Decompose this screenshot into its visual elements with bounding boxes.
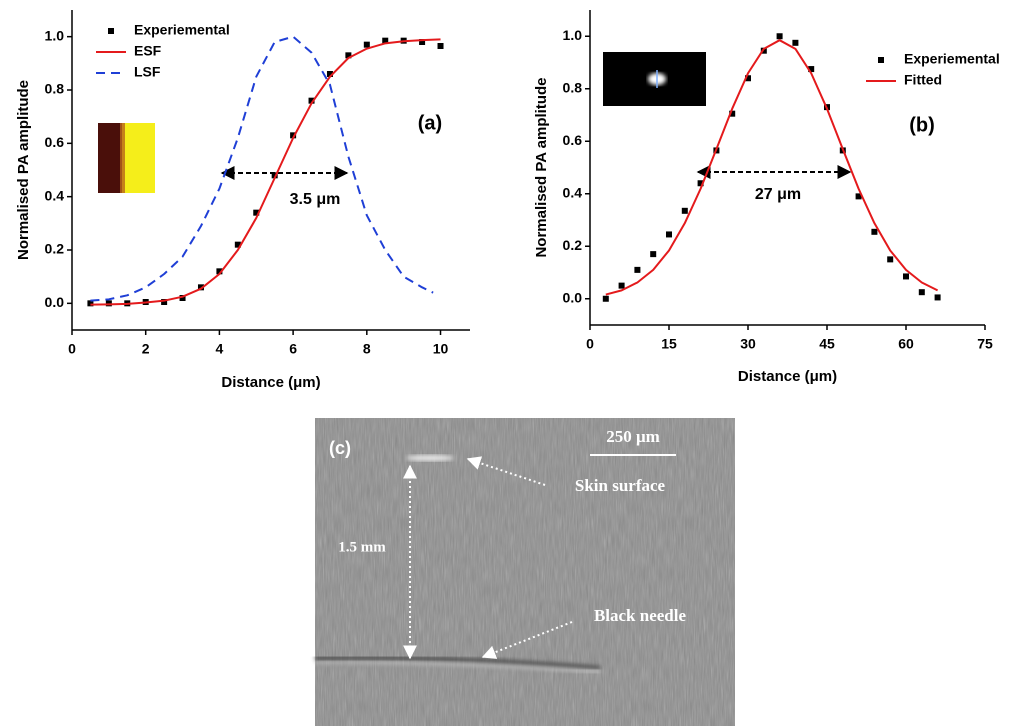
data-point [887, 256, 894, 263]
data-point [792, 39, 799, 46]
legend-label: Fitted [904, 72, 942, 88]
y-tick-label: 0.8 [563, 79, 583, 95]
x-tick-label: 6 [289, 341, 297, 357]
data-point [618, 282, 625, 289]
data-point [729, 110, 736, 117]
inset-edge-image [98, 123, 155, 193]
data-point [855, 193, 862, 200]
inset-point-image [603, 52, 706, 106]
data-point [776, 33, 783, 40]
y-tick-label: 0.6 [45, 134, 65, 150]
scale-bar-label: 250 μm [606, 427, 660, 446]
y-tick-label: 0.2 [563, 237, 583, 253]
series-line [605, 39, 939, 296]
y-tick-label: 0.0 [45, 294, 65, 310]
y-tick-label: 0.4 [45, 187, 65, 203]
data-point [419, 39, 426, 45]
data-point [253, 209, 260, 216]
annotation: 3.5 μm [290, 191, 341, 208]
x-tick-label: 0 [586, 336, 594, 352]
data-point [326, 71, 333, 77]
legend-label: ESF [134, 43, 162, 59]
x-tick-label: 2 [142, 341, 150, 357]
data-point [382, 37, 389, 44]
data-point [363, 41, 370, 48]
data-point [105, 300, 112, 307]
data-point [308, 97, 315, 104]
annotation: Skin surface [575, 476, 666, 495]
annotation: 1.5 mm [338, 539, 386, 555]
series-line [90, 35, 434, 302]
series-line [90, 38, 441, 306]
legend-label: Experiemental [904, 51, 1000, 67]
x-axis-label: Distance (μm) [221, 374, 320, 391]
annotation: Black needle [594, 606, 687, 625]
data-point [234, 241, 241, 248]
y-tick-label: 0.4 [563, 184, 583, 200]
y-tick-label: 0.2 [45, 241, 65, 257]
data-point [697, 180, 704, 187]
x-tick-label: 60 [898, 336, 914, 352]
y-axis-label: Normalised PA amplitude [533, 77, 550, 257]
data-point [602, 295, 609, 302]
x-tick-label: 4 [216, 341, 224, 357]
data-point [216, 268, 223, 275]
y-tick-label: 1.0 [45, 27, 65, 43]
legend-label: Experiemental [134, 22, 230, 38]
y-tick-label: 0.6 [563, 132, 583, 148]
data-point [681, 207, 688, 214]
legend-symbol [108, 28, 114, 34]
data-point [290, 132, 297, 139]
x-tick-label: 10 [433, 341, 449, 357]
data-point [871, 228, 878, 235]
data-point [650, 251, 657, 258]
data-point [271, 172, 278, 179]
data-point [634, 266, 641, 273]
y-tick-label: 0.0 [563, 289, 583, 305]
data-point [161, 299, 168, 305]
image-panel: (c) 250 μm Skin surface 1.5 mm Black nee… [314, 418, 735, 726]
y-tick-label: 1.0 [563, 27, 583, 43]
data-point [903, 273, 909, 280]
x-tick-label: 45 [819, 336, 835, 352]
x-tick-label: 30 [740, 336, 756, 352]
x-tick-label: 75 [977, 336, 993, 352]
data-point [179, 295, 186, 301]
data-point [345, 52, 352, 59]
data-point [666, 231, 672, 238]
data-point [745, 75, 751, 82]
x-tick-label: 15 [661, 336, 677, 352]
legend-label: LSF [134, 64, 161, 80]
data-point [934, 294, 941, 301]
x-tick-label: 0 [68, 341, 76, 357]
y-tick-label: 0.8 [45, 81, 65, 97]
data-point [918, 289, 925, 296]
x-tick-label: 8 [363, 341, 371, 357]
y-axis-label: Normalised PA amplitude [15, 80, 32, 260]
annotation: 27 μm [755, 186, 801, 203]
data-point [197, 284, 204, 291]
panel-label: (c) [329, 438, 351, 458]
legend-symbol [878, 57, 884, 63]
annotation: (b) [909, 114, 935, 136]
x-axis-label: Distance (μm) [738, 368, 837, 385]
data-point [808, 66, 815, 73]
data-point [87, 300, 94, 307]
annotation: (a) [418, 112, 442, 134]
data-point [437, 43, 444, 49]
